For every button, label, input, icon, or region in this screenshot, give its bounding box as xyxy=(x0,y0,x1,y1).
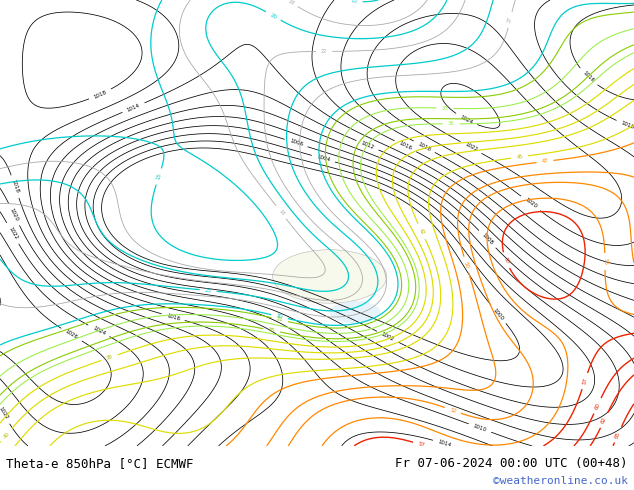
Text: 1022: 1022 xyxy=(7,226,18,241)
Text: 15: 15 xyxy=(155,172,162,181)
Text: 35: 35 xyxy=(268,327,276,334)
Text: 1016: 1016 xyxy=(398,141,413,151)
Text: 47: 47 xyxy=(541,159,549,165)
Text: 1002: 1002 xyxy=(380,331,395,342)
Text: 1018: 1018 xyxy=(620,120,634,130)
Text: 52: 52 xyxy=(449,407,457,414)
Text: 57: 57 xyxy=(581,377,588,385)
Text: 22: 22 xyxy=(321,49,327,54)
Text: 25: 25 xyxy=(204,288,212,294)
Text: Fr 07-06-2024 00:00 UTC (00+48): Fr 07-06-2024 00:00 UTC (00+48) xyxy=(395,457,628,470)
Text: 62: 62 xyxy=(600,416,608,424)
Text: 1018: 1018 xyxy=(93,89,108,99)
Text: 1008: 1008 xyxy=(481,232,494,246)
Text: 1004: 1004 xyxy=(316,154,331,163)
Text: 1020: 1020 xyxy=(9,207,20,222)
Text: 40: 40 xyxy=(2,431,11,439)
Text: 1022: 1022 xyxy=(0,406,9,421)
Ellipse shape xyxy=(273,250,387,303)
Text: 57: 57 xyxy=(502,256,510,265)
Text: 1006: 1006 xyxy=(288,139,304,147)
Text: 1014: 1014 xyxy=(126,102,141,113)
Text: 1016: 1016 xyxy=(165,313,181,321)
Text: 20: 20 xyxy=(269,12,278,20)
Text: 1018: 1018 xyxy=(417,141,432,152)
Text: 38: 38 xyxy=(105,354,113,361)
Text: 1026: 1026 xyxy=(64,329,79,341)
Text: Theta-e 850hPa [°C] ECMWF: Theta-e 850hPa [°C] ECMWF xyxy=(6,457,194,470)
Text: 30: 30 xyxy=(276,314,283,320)
Text: 27: 27 xyxy=(507,16,513,24)
Text: 1024: 1024 xyxy=(459,114,474,125)
Text: 1000: 1000 xyxy=(492,307,505,321)
Text: 1018: 1018 xyxy=(11,179,20,194)
Text: 18: 18 xyxy=(287,0,295,6)
Text: 50: 50 xyxy=(463,261,470,269)
Text: 1010: 1010 xyxy=(472,423,488,433)
Ellipse shape xyxy=(330,301,380,323)
Text: 45: 45 xyxy=(516,154,524,160)
Text: 65: 65 xyxy=(614,431,622,439)
Text: 1020: 1020 xyxy=(524,197,538,210)
Text: 36: 36 xyxy=(448,122,455,126)
Text: 42: 42 xyxy=(418,227,425,236)
Text: 18: 18 xyxy=(277,208,285,216)
Text: 15: 15 xyxy=(351,0,358,4)
Text: 1016: 1016 xyxy=(581,71,595,84)
Text: 60: 60 xyxy=(593,402,601,410)
Text: 1012: 1012 xyxy=(360,140,375,150)
Text: 57: 57 xyxy=(417,441,425,448)
Text: 1022: 1022 xyxy=(463,142,478,153)
Text: 1024: 1024 xyxy=(91,325,106,336)
Text: ©weatheronline.co.uk: ©weatheronline.co.uk xyxy=(493,476,628,487)
Text: 55: 55 xyxy=(602,258,607,265)
Text: 1014: 1014 xyxy=(437,439,452,448)
Text: 31: 31 xyxy=(276,317,283,323)
Text: 33: 33 xyxy=(441,105,448,111)
